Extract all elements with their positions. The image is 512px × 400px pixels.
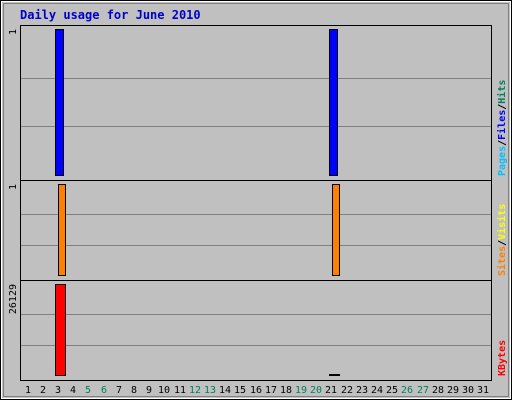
x-tick-label-21: 21 bbox=[325, 385, 337, 396]
bar-files-day-3 bbox=[55, 29, 64, 176]
x-tick-label-13: 13 bbox=[204, 385, 216, 396]
x-tick-label-12: 12 bbox=[189, 385, 201, 396]
x-tick-label-11: 11 bbox=[174, 385, 186, 396]
legend-item-top-1: / bbox=[497, 140, 508, 146]
legend-top: Pages/Files/Hits bbox=[496, 80, 508, 176]
x-tick-label-23: 23 bbox=[356, 385, 368, 396]
x-tick-label-17: 17 bbox=[265, 385, 277, 396]
x-tick-label-28: 28 bbox=[432, 385, 444, 396]
x-tick-label-29: 29 bbox=[447, 385, 459, 396]
panel-frame-top bbox=[20, 25, 492, 181]
plot-area: 1Pages/Files/Hits1Sites/Visits26129KByte… bbox=[8, 25, 508, 381]
x-tick-label-18: 18 bbox=[280, 385, 292, 396]
x-tick-label-19: 19 bbox=[295, 385, 307, 396]
legend-item-middle-1: / bbox=[497, 240, 508, 246]
legend-item-top-2: Files bbox=[496, 110, 508, 140]
x-tick-label-7: 7 bbox=[116, 385, 122, 396]
x-tick-label-31: 31 bbox=[477, 385, 489, 396]
x-tick-label-16: 16 bbox=[250, 385, 262, 396]
legend-item-top-0: Pages bbox=[497, 146, 508, 176]
x-tick-label-3: 3 bbox=[55, 385, 61, 396]
chart-title: Daily usage for June 2010 bbox=[20, 8, 201, 22]
scale-label-bottom: 26129 bbox=[8, 284, 19, 314]
legend-middle: Sites/Visits bbox=[496, 204, 508, 276]
x-tick-label-27: 27 bbox=[417, 385, 429, 396]
legend-item-top-3: / bbox=[497, 104, 508, 110]
bar-kbytes-day-3 bbox=[55, 284, 66, 376]
legend-bottom: KBytes bbox=[497, 340, 508, 376]
x-tick-label-14: 14 bbox=[219, 385, 231, 396]
x-tick-label-22: 22 bbox=[341, 385, 353, 396]
legend-item-bottom-0: KBytes bbox=[497, 340, 508, 376]
x-tick-label-1: 1 bbox=[25, 385, 31, 396]
x-tick-label-6: 6 bbox=[101, 385, 107, 396]
x-tick-label-8: 8 bbox=[131, 385, 137, 396]
scale-label-top: 1 bbox=[8, 29, 19, 35]
panel-frame-bottom bbox=[20, 280, 492, 381]
bar-sites-day-3 bbox=[58, 184, 66, 276]
bar-kbytes-day-21 bbox=[329, 374, 340, 376]
x-tick-label-26: 26 bbox=[401, 385, 413, 396]
legend-item-middle-2: Visits bbox=[496, 204, 508, 240]
x-axis-labels: 1 2 3 4 5 6 7 8 9 10 11 12 13 14 15 16 17 18 19 20 21 22 23 24 2… bbox=[25, 385, 489, 396]
legend-item-top-4: Hits bbox=[496, 80, 508, 104]
legend-item-middle-0: Sites bbox=[496, 246, 508, 276]
x-tick-label-9: 9 bbox=[146, 385, 152, 396]
bar-sites-day-21 bbox=[332, 184, 340, 276]
panel-bottom: 26129 KBytes bbox=[8, 280, 508, 381]
x-tick-label-30: 30 bbox=[462, 385, 474, 396]
x-tick-label-15: 15 bbox=[234, 385, 246, 396]
x-tick-label-24: 24 bbox=[371, 385, 383, 396]
panel-middle: 1 Sites/Visits bbox=[8, 180, 508, 281]
x-tick-label-25: 25 bbox=[386, 385, 398, 396]
panel-frame-middle bbox=[20, 180, 492, 281]
scale-label-middle: 1 bbox=[8, 184, 19, 190]
x-tick-label-10: 10 bbox=[158, 385, 170, 396]
x-tick-label-4: 4 bbox=[70, 385, 76, 396]
x-tick-label-20: 20 bbox=[310, 385, 322, 396]
bar-files-day-21 bbox=[329, 29, 338, 176]
outer-bevel-shadow bbox=[3, 3, 509, 397]
x-tick-label-5: 5 bbox=[85, 385, 91, 396]
x-tick-label-2: 2 bbox=[40, 385, 46, 396]
